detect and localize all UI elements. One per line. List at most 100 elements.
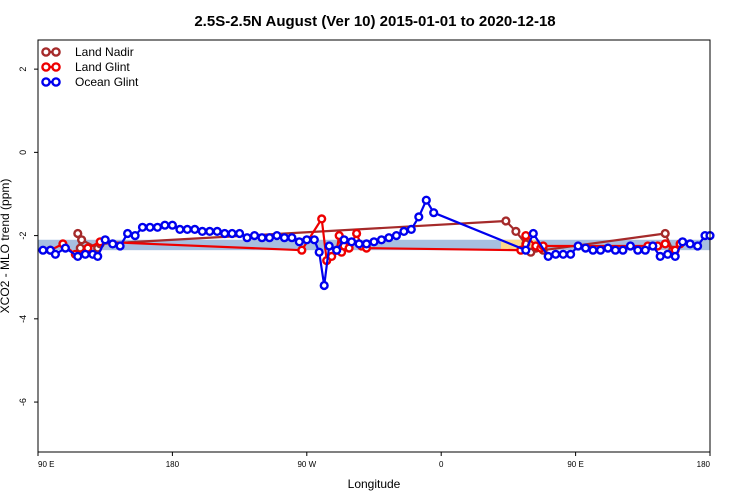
land-nadir-point [73, 228, 83, 239]
ocean-glint-point [314, 247, 324, 257]
chart-title: 2.5S-2.5N August (Ver 10) 2015-01-01 to … [194, 13, 555, 30]
legend-swatch-marker [51, 77, 61, 87]
ocean-glint-point [347, 237, 357, 247]
land-glint-point [352, 228, 362, 239]
ocean-glint-point [264, 233, 275, 243]
land-glint-point [521, 231, 531, 241]
legend-item-land-nadir: Land Nadir [41, 45, 134, 59]
ocean-glint-point [212, 226, 222, 237]
x-axis: 90 E 180 90 W 0 90 E 180 [37, 452, 711, 469]
ocean-glint-point [692, 241, 703, 251]
ocean-glint-point [60, 243, 71, 253]
ocean-glint-point [130, 231, 140, 241]
ocean-glint-point [190, 224, 200, 235]
ocean-glint-point [182, 224, 192, 235]
ocean-glint-point [175, 224, 185, 235]
legend-swatch-marker [51, 47, 61, 57]
ocean-glint-point [257, 233, 267, 243]
ocean-glint-point [677, 237, 688, 247]
x-tick-label: 90 W [297, 460, 316, 469]
ocean-glint-point [279, 233, 290, 243]
ocean-glint-point [543, 251, 553, 262]
ocean-glint-point [421, 195, 431, 205]
ocean-glint-point [38, 245, 48, 255]
land-glint-point [660, 239, 670, 249]
ocean-glint-point [167, 220, 178, 230]
legend-label: Ocean Glint [75, 75, 139, 89]
ocean-glint-point [145, 222, 155, 232]
ocean-glint-point [551, 249, 561, 259]
x-axis-label: Longitude [348, 477, 401, 491]
ocean-glint-point [332, 245, 342, 255]
y-tick-label: -6 [18, 398, 28, 406]
ocean-glint-point [73, 251, 83, 262]
legend-swatch-marker [41, 77, 51, 87]
ocean-glint-point [558, 249, 568, 259]
ocean-glint-point [521, 245, 531, 255]
ocean-glint-point [625, 241, 636, 251]
ocean-glint-point [640, 245, 650, 255]
plot-frame [37, 39, 711, 453]
ocean-glint-point [528, 228, 538, 239]
x-tick-label: 180 [166, 460, 180, 469]
y-axis: 2 0 -2 -4 -6 [18, 67, 38, 406]
ocean-glint-point [324, 241, 334, 251]
ocean-glint-point [384, 233, 394, 243]
ocean-glint-point [50, 249, 61, 259]
ocean-glint-point [227, 228, 237, 239]
ocean-glint-point [339, 235, 349, 245]
ocean-glint-point [603, 243, 613, 253]
ocean-glint-point [152, 222, 163, 232]
legend-swatch-marker [41, 62, 51, 72]
ocean-glint-point [205, 226, 215, 237]
y-tick-label: -2 [18, 232, 28, 240]
ocean-glint-point [588, 245, 598, 255]
ocean-glint-point [414, 212, 424, 222]
ocean-glint-point [429, 208, 439, 218]
ocean-glint-point [685, 239, 695, 249]
y-axis-label: XCO2 - MLO trend (ppm) [0, 179, 12, 314]
land-glint-point [297, 245, 307, 255]
land-glint-point [327, 251, 337, 262]
ocean-glint-point [595, 245, 606, 255]
ocean-glint-point [391, 231, 402, 241]
ocean-glint-point [287, 233, 297, 243]
ocean-glint-point [655, 251, 665, 262]
ocean-glint-point [80, 249, 90, 259]
ocean-glint-point [399, 226, 409, 237]
land-nadir-point [511, 226, 521, 237]
series-ocean-glint [38, 195, 715, 291]
ocean-glint-point [197, 226, 207, 237]
ocean-glint-point [100, 235, 110, 245]
ocean-glint-point [220, 228, 230, 239]
y-tick-label: 0 [18, 150, 28, 155]
ocean-glint-point [302, 235, 312, 245]
ocean-glint-point [93, 251, 103, 262]
x-tick-label: 0 [439, 460, 444, 469]
series-layer [38, 195, 715, 291]
legend-swatch-marker [41, 47, 51, 57]
ocean-glint-point [122, 228, 133, 239]
ocean-glint-point [235, 228, 245, 239]
ocean-glint-point [137, 222, 148, 232]
ocean-glint-point [376, 235, 387, 245]
ocean-glint-point [249, 231, 260, 241]
ocean-glint-point [663, 249, 673, 259]
y-tick-label: 2 [18, 67, 28, 72]
ocean-glint-point [573, 241, 583, 251]
x-tick-label: 180 [697, 460, 711, 469]
ocean-glint-point [319, 280, 329, 291]
land-nadir-point [501, 216, 511, 226]
ocean-glint-point [610, 245, 621, 255]
land-band [500, 239, 536, 251]
ocean-glint-point [406, 224, 416, 235]
ocean-glint-point [242, 233, 252, 243]
legend-item-land-glint: Land Glint [41, 60, 130, 74]
ocean-glint-point [294, 237, 304, 247]
legend-label: Land Nadir [75, 45, 134, 59]
ocean-glint-point [369, 237, 379, 247]
ocean-glint-point [115, 241, 125, 251]
x-tick-label: 90 E [38, 460, 54, 469]
